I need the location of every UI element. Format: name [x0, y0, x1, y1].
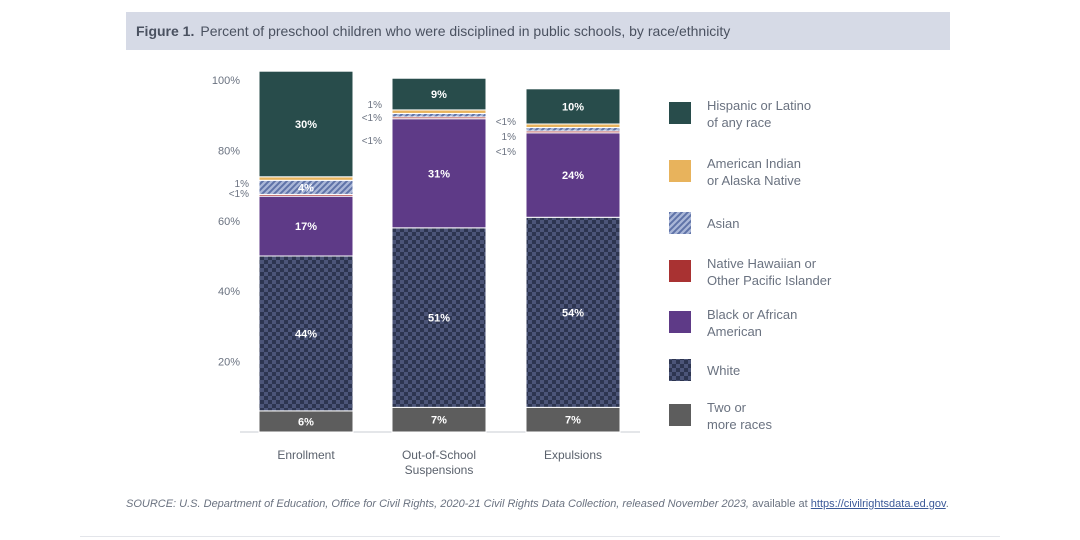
- data-label: 10%: [562, 101, 584, 113]
- data-label: 7%: [431, 415, 447, 427]
- legend-swatch: [669, 102, 691, 124]
- bar-segment: [391, 112, 487, 118]
- legend-label: Other Pacific Islander: [707, 273, 832, 288]
- data-label: 17%: [295, 221, 317, 233]
- legend-label: Hispanic or Latino: [707, 98, 811, 113]
- data-label: 54%: [562, 307, 584, 319]
- outside-data-label: 1%: [368, 100, 383, 111]
- legend-label: American Indian: [707, 156, 801, 171]
- y-tick-label: 60%: [218, 216, 240, 228]
- outside-data-label: <1%: [496, 147, 516, 158]
- legend-label: Black or African: [707, 307, 797, 322]
- data-label: 31%: [428, 168, 450, 180]
- bar-segment: [525, 127, 621, 132]
- outside-data-label: 1%: [502, 132, 517, 143]
- legend-label: more races: [707, 417, 773, 432]
- bar-segment: [258, 70, 354, 178]
- figure-label: Figure 1.: [136, 23, 195, 39]
- bar-segment: [258, 176, 354, 181]
- data-label: 4%: [298, 182, 314, 194]
- bar-segment: [525, 88, 621, 125]
- outside-data-label: 1%: [235, 179, 250, 190]
- y-tick-label: 80%: [218, 145, 240, 157]
- legend-swatch: [669, 359, 691, 381]
- bar-segment: [258, 255, 354, 412]
- legend-swatch: [669, 260, 691, 282]
- data-label: 51%: [428, 313, 450, 325]
- data-label: 30%: [295, 119, 317, 131]
- legend-label: White: [707, 363, 740, 378]
- legend-label: Native Hawaiian or: [707, 256, 817, 271]
- x-tick-label: Expulsions: [544, 448, 602, 462]
- bar-segment: [525, 216, 621, 408]
- x-tick-label: Suspensions: [405, 463, 474, 477]
- x-tick-label: Out-of-School: [402, 448, 476, 462]
- source-link[interactable]: https://civilrightsdata.ed.gov: [810, 498, 946, 510]
- outside-data-label: <1%: [362, 113, 382, 124]
- bar-segment: [391, 77, 487, 111]
- bar-segment: [391, 118, 487, 229]
- legend-swatch: [669, 311, 691, 333]
- figure-title: Percent of preschool children who were d…: [200, 23, 731, 39]
- bar-segment: [258, 195, 354, 257]
- legend-label: of any race: [707, 115, 771, 130]
- source-text: SOURCE: U.S. Department of Education, Of…: [126, 498, 749, 510]
- legend-label: or Alaska Native: [707, 173, 801, 188]
- data-label: 9%: [431, 89, 447, 101]
- legend-label: Asian: [707, 216, 740, 231]
- data-label: 24%: [562, 170, 584, 182]
- outside-data-label: <1%: [496, 117, 516, 128]
- legend-label: American: [707, 324, 762, 339]
- y-tick-label: 40%: [218, 286, 240, 298]
- bar-segment: [391, 227, 487, 408]
- source-note: SOURCE: U.S. Department of Education, Of…: [126, 496, 956, 512]
- bar-segment: [525, 132, 621, 218]
- source-period: .: [945, 498, 949, 510]
- legend-swatch: [669, 212, 691, 234]
- y-tick-label: 100%: [212, 75, 240, 87]
- data-label: 6%: [298, 416, 314, 428]
- legend-swatch: [669, 160, 691, 182]
- source-available: available at: [752, 498, 808, 510]
- x-tick-label: Enrollment: [277, 448, 335, 462]
- bar-segment: [391, 109, 487, 114]
- bar-segment: [525, 406, 621, 433]
- y-tick-label: 20%: [218, 357, 240, 369]
- legend-swatch: [669, 404, 691, 426]
- outside-data-label: <1%: [229, 189, 249, 200]
- bar-segment: [525, 123, 621, 129]
- figure-title-bar: Figure 1. Percent of preschool children …: [126, 12, 950, 50]
- data-label: 44%: [295, 328, 317, 340]
- data-label: 7%: [565, 415, 581, 427]
- legend-label: Two or: [707, 400, 747, 415]
- bottom-divider: [80, 536, 1000, 537]
- outside-data-label: <1%: [362, 136, 382, 147]
- bar-segment: [391, 406, 487, 433]
